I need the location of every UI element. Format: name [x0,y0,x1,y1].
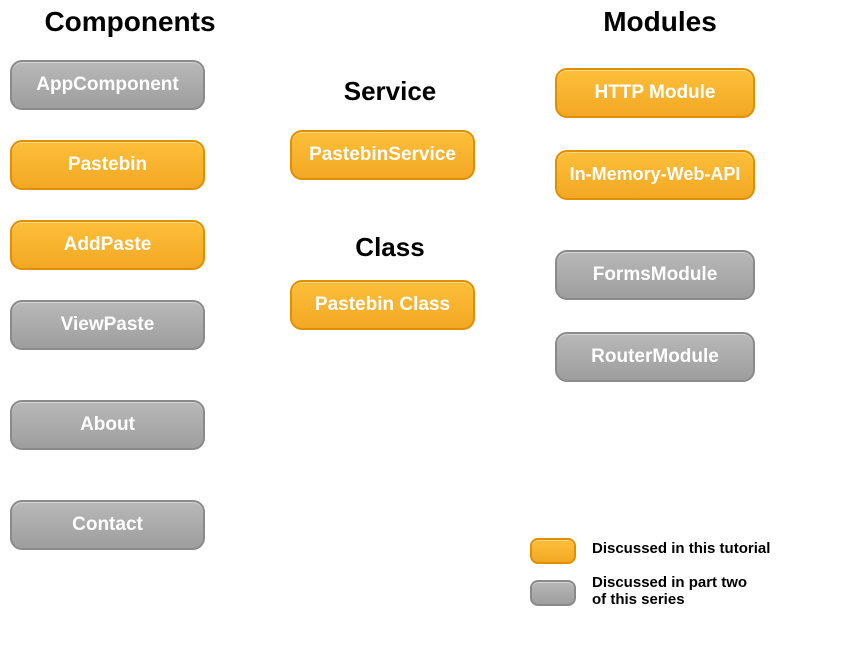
box-inmemorywebapi: In-Memory-Web-API [555,150,755,200]
box-contact: Contact [10,500,205,550]
heading-service: Service [300,76,480,107]
box-pastebin: Pastebin [10,140,205,190]
box-addpaste: AddPaste [10,220,205,270]
legend-swatch-gray [530,580,576,606]
box-viewpaste: ViewPaste [10,300,205,350]
legend-label-orange: Discussed in this tutorial [592,540,822,557]
heading-modules: Modules [560,6,760,38]
box-appcomponent: AppComponent [10,60,205,110]
box-formsmodule: FormsModule [555,250,755,300]
legend-label-gray: Discussed in part twoof this series [592,574,822,609]
heading-class: Class [300,232,480,263]
legend-swatch-orange [530,538,576,564]
box-about: About [10,400,205,450]
box-routermodule: RouterModule [555,332,755,382]
heading-components: Components [30,6,230,38]
box-pastebinclass: Pastebin Class [290,280,475,330]
box-pastebinservice: PastebinService [290,130,475,180]
box-httpmodule: HTTP Module [555,68,755,118]
